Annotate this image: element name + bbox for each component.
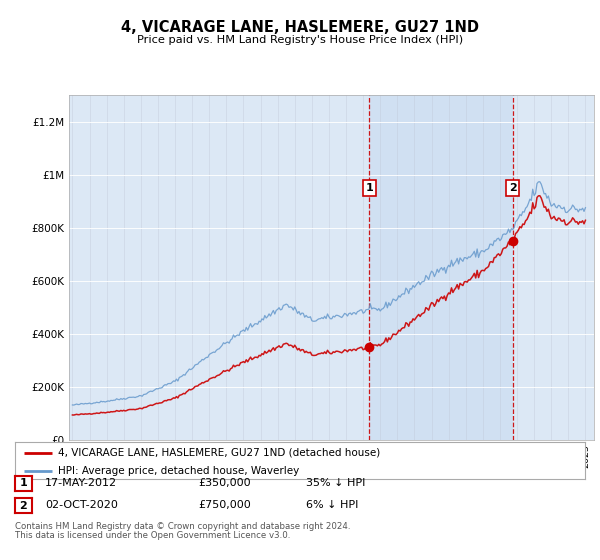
Text: 4, VICARAGE LANE, HASLEMERE, GU27 1ND (detached house): 4, VICARAGE LANE, HASLEMERE, GU27 1ND (d… — [58, 447, 380, 458]
Text: £750,000: £750,000 — [198, 500, 251, 510]
Text: 1: 1 — [20, 478, 27, 488]
Text: 4, VICARAGE LANE, HASLEMERE, GU27 1ND: 4, VICARAGE LANE, HASLEMERE, GU27 1ND — [121, 20, 479, 35]
Text: 2: 2 — [509, 183, 517, 193]
Text: 6% ↓ HPI: 6% ↓ HPI — [306, 500, 358, 510]
Text: HPI: Average price, detached house, Waverley: HPI: Average price, detached house, Wave… — [58, 466, 299, 476]
Text: 35% ↓ HPI: 35% ↓ HPI — [306, 478, 365, 488]
Text: 1: 1 — [365, 183, 373, 193]
Text: 2: 2 — [20, 501, 27, 511]
Text: £350,000: £350,000 — [198, 478, 251, 488]
Text: 17-MAY-2012: 17-MAY-2012 — [45, 478, 117, 488]
Text: This data is licensed under the Open Government Licence v3.0.: This data is licensed under the Open Gov… — [15, 531, 290, 540]
Text: Price paid vs. HM Land Registry's House Price Index (HPI): Price paid vs. HM Land Registry's House … — [137, 35, 463, 45]
Text: 02-OCT-2020: 02-OCT-2020 — [45, 500, 118, 510]
Bar — [370, 95, 513, 440]
Text: Contains HM Land Registry data © Crown copyright and database right 2024.: Contains HM Land Registry data © Crown c… — [15, 522, 350, 531]
